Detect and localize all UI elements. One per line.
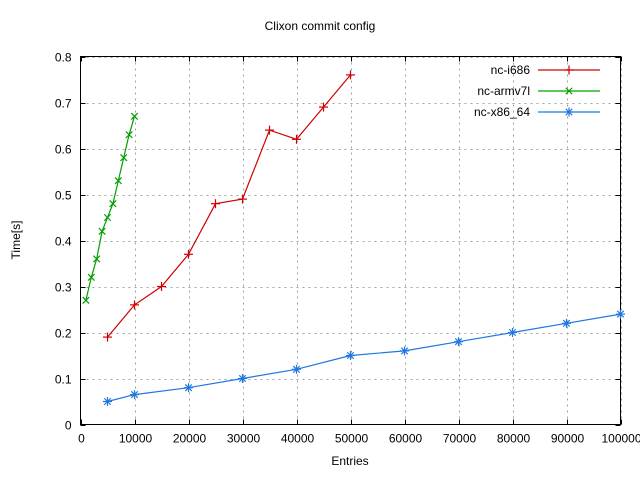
y-tick-label: 0.8 xyxy=(55,51,72,65)
data-point-marker xyxy=(565,87,573,95)
x-tick-label: 30000 xyxy=(227,432,261,446)
legend-label-nc-armv7l: nc-armv7l xyxy=(477,84,530,98)
data-point-marker xyxy=(103,332,112,342)
data-point-marker xyxy=(93,255,101,263)
data-point-marker xyxy=(120,154,128,162)
x-axis-title: Entries xyxy=(331,454,368,468)
data-point-marker xyxy=(292,364,301,374)
data-point-marker xyxy=(109,200,117,208)
y-tick-label: 0.2 xyxy=(55,327,72,341)
data-point-marker xyxy=(157,282,166,291)
data-point-marker xyxy=(125,131,133,139)
data-point-marker xyxy=(82,296,90,304)
y-tick-label: 0 xyxy=(65,419,72,433)
gridlines xyxy=(80,56,622,425)
data-point-marker xyxy=(562,318,571,328)
y-tick-label: 0.6 xyxy=(55,143,72,157)
x-tick-label: 80000 xyxy=(497,432,531,446)
data-point-marker xyxy=(103,213,112,222)
y-axis-title: Time[s] xyxy=(9,221,23,260)
data-point-marker xyxy=(265,125,274,135)
series-line xyxy=(107,313,621,403)
x-tick-label: 90000 xyxy=(551,432,585,446)
data-point-marker xyxy=(454,337,463,347)
y-tick-label: 0.7 xyxy=(55,97,72,111)
x-axis-ticks: 0 10000 20000 30000 40000 50000 60000 70000 8000… xyxy=(78,56,640,446)
data-point-marker xyxy=(400,346,409,356)
data-point-marker xyxy=(103,397,112,406)
legend-label-nc-x86_64: nc-x86_64 xyxy=(474,105,530,119)
series-line xyxy=(85,116,136,301)
x-tick-label: 60000 xyxy=(389,432,423,446)
y-tick-label: 0.5 xyxy=(55,189,72,203)
data-point-marker xyxy=(292,134,301,144)
series-nc-x86_64 xyxy=(103,309,625,406)
data-point-marker xyxy=(184,249,193,259)
y-tick-label: 0.3 xyxy=(55,281,72,295)
x-tick-label: 100000 xyxy=(601,432,640,446)
data-point-marker xyxy=(211,199,220,209)
legend: nc-i686 nc-armv7l nc-x86_64 xyxy=(474,63,600,119)
data-point-marker xyxy=(87,273,95,281)
data-point-marker xyxy=(346,351,355,360)
y-axis-ticks: 0 0.1 0.2 0.3 0.4 0.5 0.6 0.7 0.8 xyxy=(55,51,621,433)
data-point-marker xyxy=(114,177,122,185)
data-point-marker xyxy=(238,374,247,383)
x-tick-label: 70000 xyxy=(443,432,477,446)
data-point-marker xyxy=(238,194,247,204)
y-tick-label: 0.1 xyxy=(55,373,72,387)
data-point-marker xyxy=(564,65,574,75)
series-nc-armv7l xyxy=(82,112,139,304)
data-point-marker xyxy=(616,309,625,319)
x-tick-label: 50000 xyxy=(335,432,369,446)
y-tick-label: 0.4 xyxy=(55,235,72,249)
series-line xyxy=(107,74,351,338)
data-point-marker xyxy=(130,112,139,120)
data-point-marker xyxy=(130,300,139,310)
data-point-marker xyxy=(319,102,328,112)
data-series xyxy=(82,70,625,406)
data-point-marker xyxy=(98,227,106,235)
data-point-marker xyxy=(130,390,139,400)
data-point-marker xyxy=(508,328,517,337)
data-point-marker xyxy=(346,70,355,80)
x-tick-label: 0 xyxy=(78,432,85,446)
series-nc-i686 xyxy=(103,70,355,342)
x-tick-label: 40000 xyxy=(281,432,315,446)
data-point-marker xyxy=(184,383,193,393)
x-tick-label: 10000 xyxy=(119,432,153,446)
x-tick-label: 20000 xyxy=(173,432,207,446)
plot-border xyxy=(80,56,621,425)
legend-label-nc-i686: nc-i686 xyxy=(491,63,531,77)
data-point-marker xyxy=(564,107,574,117)
chart-title: Clixon commit config xyxy=(265,19,376,33)
